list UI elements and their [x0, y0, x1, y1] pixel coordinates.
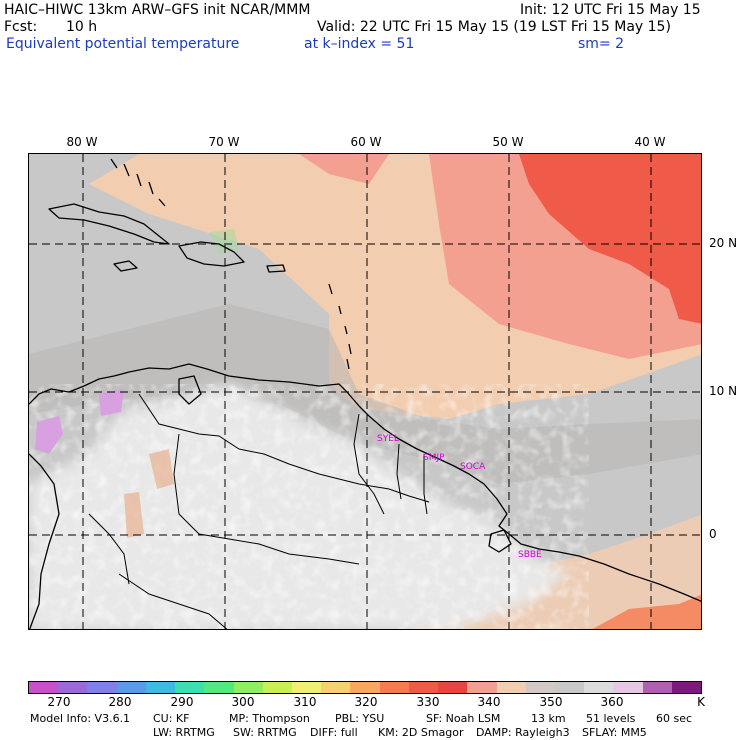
- colorbar-tick-270: 270: [47, 695, 71, 709]
- model-info-cu: CU: KF: [153, 712, 190, 725]
- colorbar-tick-280: 280: [108, 695, 132, 709]
- colorbar-swatch-6: [204, 682, 234, 693]
- colorbar-swatch-12: [379, 682, 409, 693]
- lat-label-20n: 20 N: [709, 236, 738, 250]
- model-info-levels: 51 levels: [586, 712, 636, 725]
- forecast-label: Fcst:: [4, 19, 38, 35]
- level-info: at k–index = 51: [304, 36, 415, 52]
- model-info-version: Model Info: V3.6.1: [30, 712, 131, 725]
- city-label-sbbe: SBBE: [518, 550, 542, 560]
- model-info-km: KM: 2D Smagor: [378, 726, 464, 739]
- model-info-diff: DIFF: full: [310, 726, 358, 739]
- colorbar-swatch-13: [408, 682, 439, 693]
- colorbar-swatch-7: [233, 682, 263, 693]
- colorbar-swatch-20: [613, 682, 643, 693]
- colorbar-tick-320: 320: [354, 695, 378, 709]
- colorbar-swatch-10: [321, 682, 351, 693]
- lat-lon-grid: [29, 154, 701, 629]
- lat-label-0: 0: [709, 527, 717, 541]
- theta-e-map: SYEL SMJP SOCA SBBE: [29, 154, 701, 629]
- field-red-south: [592, 594, 701, 629]
- colorbar: [28, 681, 702, 694]
- model-info-timestep: 60 sec: [656, 712, 693, 725]
- colorbar-swatch-2: [87, 682, 117, 693]
- model-title: HAIC–HIWC 13km ARW–GFS init NCAR/MMM: [4, 2, 311, 18]
- colorbar-tick-360: 360: [600, 695, 624, 709]
- lon-label-60w: 60 W: [350, 135, 382, 149]
- colorbar-swatch-0: [29, 682, 59, 693]
- smoothing-info: sm= 2: [578, 36, 625, 52]
- lon-label-40w: 40 W: [634, 135, 666, 149]
- field-purple-spots: [35, 389, 124, 454]
- model-info-lw: LW: RRTMG: [153, 726, 215, 739]
- forecast-hours: 10 h: [66, 19, 98, 35]
- model-info-sf: SF: Noah LSM: [426, 712, 501, 725]
- colorbar-tick-350: 350: [539, 695, 563, 709]
- colorbar-swatch-14: [438, 682, 468, 693]
- field-orange-streaks: [124, 449, 174, 538]
- colorbar-swatch-1: [58, 682, 88, 693]
- field-green-hint: [209, 229, 239, 254]
- colorbar-tick-290: 290: [170, 695, 194, 709]
- colorbar-swatch-19: [584, 682, 614, 693]
- colorbar-swatch-5: [175, 682, 205, 693]
- colorbar-tick-330: 330: [416, 695, 440, 709]
- city-label-soca: SOCA: [460, 462, 486, 472]
- model-info-mp: MP: Thompson: [229, 712, 310, 725]
- colorbar-swatch-9: [291, 682, 322, 693]
- city-label-syel: SYEL: [377, 434, 399, 444]
- country-borders: [88, 393, 430, 629]
- lat-label-10n: 10 N: [709, 384, 738, 398]
- field-land-texture: [29, 384, 589, 629]
- lon-label-70w: 70 W: [208, 135, 240, 149]
- colorbar-tick-340: 340: [477, 695, 501, 709]
- map-panel: SYEL SMJP SOCA SBBE: [28, 153, 702, 630]
- colorbar-swatch-18: [554, 682, 585, 693]
- colorbar-swatch-17: [525, 682, 555, 693]
- model-info-sw: SW: RRTMG: [233, 726, 297, 739]
- init-time: Init: 12 UTC Fri 15 May 15: [520, 2, 701, 18]
- colorbar-tick-300: 300: [231, 695, 255, 709]
- field-name: Equivalent potential temperature: [6, 36, 240, 52]
- model-info-res: 13 km: [531, 712, 566, 725]
- colorbar-swatch-11: [350, 682, 380, 693]
- city-label-smjp: SMJP: [423, 453, 445, 463]
- colorbar-swatch-15: [467, 682, 497, 693]
- colorbar-swatch-21: [642, 682, 672, 693]
- field-red-core: [519, 154, 701, 324]
- lon-label-80w: 80 W: [66, 135, 98, 149]
- colorbar-swatch-8: [262, 682, 292, 693]
- colorbar-swatch-3: [116, 682, 146, 693]
- colorbar-tick-310: 310: [293, 695, 317, 709]
- lon-label-50w: 50 W: [492, 135, 524, 149]
- colorbar-swatch-16: [496, 682, 526, 693]
- colorbar-swatch-22: [671, 682, 702, 693]
- model-info-pbl: PBL: YSU: [335, 712, 385, 725]
- model-info-damp: DAMP: Rayleigh3: [476, 726, 570, 739]
- coastlines: [29, 158, 701, 629]
- valid-time: Valid: 22 UTC Fri 15 May 15 (19 LST Fri …: [317, 19, 671, 35]
- colorbar-swatch-4: [145, 682, 176, 693]
- model-info-sflay: SFLAY: MM5: [582, 726, 647, 739]
- colorbar-unit: K: [697, 695, 705, 709]
